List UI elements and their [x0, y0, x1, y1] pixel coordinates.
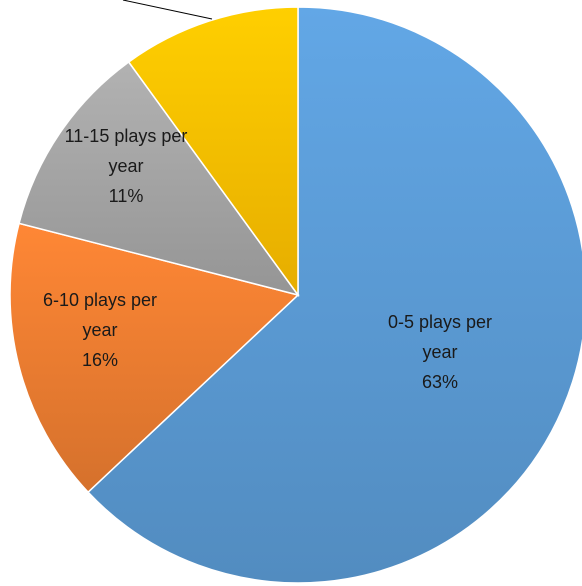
slice-category-label: year: [82, 320, 117, 340]
slice-category-label: year: [108, 156, 143, 176]
pie-slice-0: [86, 6, 582, 584]
slice-percent-label: 63%: [422, 372, 458, 392]
slice-category-label: year: [422, 342, 457, 362]
pie-slice-3: [127, 6, 299, 298]
pie-slice-1: [9, 222, 300, 494]
slice-category-label: 11-15 plays per: [65, 126, 188, 146]
slice-data-label-2: 11-15 plays per year 11%: [65, 126, 188, 206]
slice-data-label-1: 6-10 plays per year 16%: [43, 290, 157, 370]
slice-percent-label: 11%: [109, 186, 144, 206]
slice-category-label: 6-10 plays per: [43, 290, 157, 310]
slice-category-label: 0-5 plays per: [388, 312, 492, 332]
slice-percent-label: 16%: [82, 350, 118, 370]
slice-data-label-0: 0-5 plays per year 63%: [388, 312, 492, 392]
label-leader-line: [122, 0, 213, 20]
pie-slice-2: [18, 60, 300, 297]
